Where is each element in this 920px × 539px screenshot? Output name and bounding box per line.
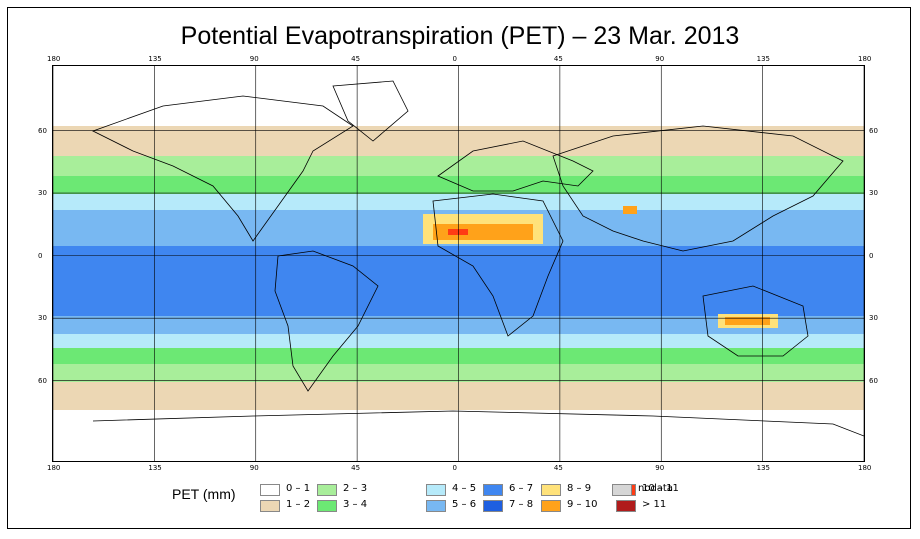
legend-swatch [317, 484, 337, 496]
map-canvas [53, 66, 864, 461]
top-tick-label: 90 [249, 55, 259, 63]
legend-label: 6 – 7 [509, 483, 534, 494]
hotspot-sahara-10-11 [448, 229, 468, 235]
africa-outline [432, 193, 564, 337]
top-tick-label: 45 [351, 55, 361, 63]
bottom-tick-label: 135 [148, 464, 162, 472]
right-tick-label: 30 [869, 189, 878, 198]
legend-swatch [426, 500, 446, 512]
legend-swatch [541, 484, 561, 496]
left-tick-label: 0 [38, 251, 43, 260]
legend-label: 9 – 10 [567, 499, 598, 510]
legend-label: 8 – 9 [567, 483, 592, 494]
legend-swatch [612, 484, 632, 496]
top-tick-label: 180 [47, 55, 61, 63]
bottom-tick-label: 90 [249, 464, 259, 472]
top-tick-label: 45 [553, 55, 563, 63]
left-tick-label: 30 [38, 314, 47, 323]
top-tick-label: 135 [756, 55, 770, 63]
legend-swatch [260, 484, 280, 496]
legend-swatch [426, 484, 446, 496]
hotspot-sahara-9-10 [433, 224, 533, 240]
legend-label: 1 – 2 [286, 499, 311, 510]
legend-label: 5 – 6 [452, 499, 477, 510]
legend-swatch [541, 500, 561, 512]
legend-title: PET (mm) [172, 486, 236, 502]
asia-outline [552, 125, 844, 252]
australia-outline [702, 285, 809, 357]
legend-label: 7 – 8 [509, 499, 534, 510]
right-tick-label: 30 [869, 314, 878, 323]
figure-frame [7, 7, 911, 529]
top-tick-label: 90 [655, 55, 665, 63]
bottom-tick-label: 0 [452, 464, 457, 472]
europe-outline [437, 140, 594, 192]
left-tick-label: 30 [38, 189, 47, 198]
greenland-outline [332, 80, 409, 142]
north-america-outline [91, 95, 354, 242]
bottom-tick-label: 45 [553, 464, 563, 472]
antarctica-outline [92, 410, 864, 437]
south-america-outline [274, 250, 379, 392]
legend-swatch [483, 500, 503, 512]
map-title: Potential Evapotranspiration (PET) – 23 … [180, 22, 740, 50]
legend-label: 4 – 5 [452, 483, 477, 494]
pet-world-map [52, 65, 865, 462]
coastlines [91, 80, 864, 437]
left-tick-label: 60 [38, 376, 47, 385]
bottom-tick-label: 90 [655, 464, 665, 472]
right-tick-label: 60 [869, 126, 878, 135]
legend-label: > 11 [642, 499, 667, 510]
legend-label: 3 – 4 [343, 499, 368, 510]
left-tick-label: 60 [38, 126, 47, 135]
legend-label: nodata [638, 483, 673, 494]
hotspot-india-9-10 [623, 206, 637, 214]
right-tick-label: 0 [869, 251, 874, 260]
hotspot-australia-9-10 [725, 317, 770, 325]
bottom-tick-label: 180 [858, 464, 872, 472]
legend-label: 0 – 1 [286, 483, 311, 494]
top-tick-label: 135 [148, 55, 162, 63]
top-tick-label: 0 [452, 55, 457, 63]
legend-swatch [483, 484, 503, 496]
legend-swatch [616, 500, 636, 512]
graticule [53, 66, 864, 461]
bottom-tick-label: 180 [47, 464, 61, 472]
right-tick-label: 60 [869, 376, 878, 385]
legend-swatch [260, 500, 280, 512]
legend-swatch [317, 500, 337, 512]
bottom-tick-label: 135 [756, 464, 770, 472]
bottom-tick-label: 45 [351, 464, 361, 472]
legend-label: 10 – 11 [642, 483, 679, 494]
legend-label: 2 – 3 [343, 483, 368, 494]
top-tick-label: 180 [858, 55, 872, 63]
